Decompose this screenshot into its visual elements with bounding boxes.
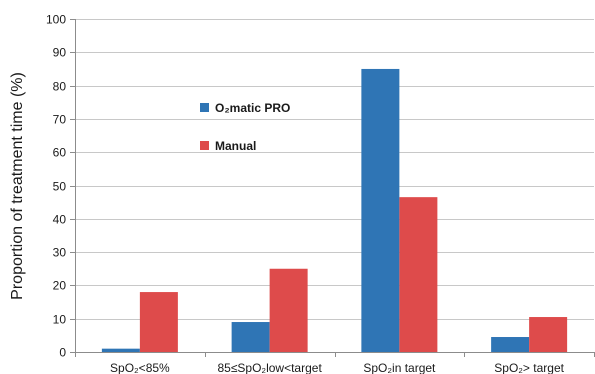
- axes: [70, 19, 595, 357]
- gridlines: [75, 19, 594, 320]
- y-tick-label: 10: [53, 313, 67, 327]
- bar-o2matic: [101, 348, 140, 352]
- y-tick-label: 50: [53, 180, 67, 194]
- bar-o2matic: [491, 337, 530, 352]
- tick-labels: 0 10 20 30 40 50 60 70 80 90 100 SpO₂<85% 85≤SpO₂low…: [46, 13, 565, 374]
- y-tick-label: 70: [53, 113, 67, 127]
- bar-manual: [139, 292, 178, 352]
- y-axis-label: Proportion of treatment time (%): [9, 72, 26, 300]
- y-tick-label: 40: [53, 213, 67, 227]
- bars: [101, 68, 568, 352]
- legend-swatch-o2matic: [200, 103, 209, 112]
- legend-label-manual: Manual: [215, 139, 256, 153]
- y-tick-label: 80: [53, 80, 67, 94]
- y-tick-label: 100: [46, 13, 66, 27]
- y-tick-label: 30: [53, 246, 67, 260]
- y-tick-label: 90: [53, 46, 67, 60]
- x-category-label: SpO₂in target: [363, 361, 436, 374]
- legend-swatch-manual: [200, 141, 209, 150]
- y-tick-label: 20: [53, 279, 67, 293]
- bar-o2matic: [361, 68, 400, 352]
- x-category-label: 85≤SpO₂low<target: [217, 361, 322, 374]
- y-tick-label: 0: [59, 346, 66, 360]
- x-category-label: SpO₂> target: [494, 361, 564, 374]
- x-category-label: SpO₂<85%: [110, 361, 170, 374]
- y-tick-label: 60: [53, 146, 67, 160]
- bar-manual: [269, 268, 308, 352]
- bar-o2matic: [231, 322, 270, 352]
- legend-label-o2matic: O₂matic PRO: [215, 101, 290, 115]
- bar-manual: [529, 317, 568, 352]
- legend: O₂matic PRO Manual: [200, 101, 290, 153]
- bar-manual: [399, 197, 438, 352]
